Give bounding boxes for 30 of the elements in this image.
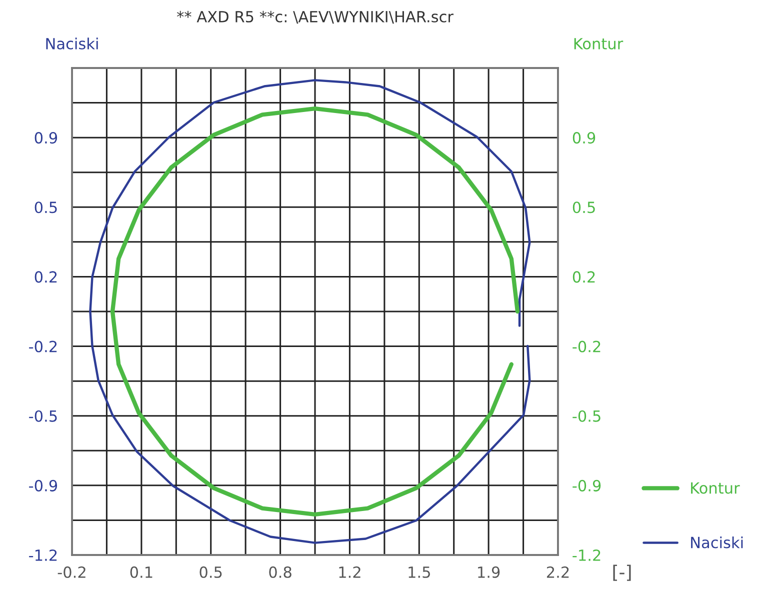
y2-tick-label: -0.5 <box>572 410 600 422</box>
chart-title: ** AXD R5 **c: \AEV\WYNIKI\HAR.scr <box>176 10 454 24</box>
y-tick-label: -0.5 <box>29 410 57 422</box>
legend-label: Kontur <box>691 482 740 494</box>
line-series <box>89 79 531 544</box>
x-tick-label: 1.5 <box>408 566 430 578</box>
x-tick-label: 0.8 <box>269 566 292 578</box>
legend-label: Naciski <box>691 536 743 548</box>
y2-tick-label: -0.2 <box>572 340 600 352</box>
x-axis-title: [-] <box>613 564 631 581</box>
y2-tick-label: -0.9 <box>572 480 601 492</box>
y-tick-label: -1.2 <box>29 549 57 561</box>
line-series <box>110 106 520 516</box>
y2-axis-title: Kontur <box>574 38 624 50</box>
y2-tick-label: -1.2 <box>572 549 600 561</box>
y-tick-label: -0.2 <box>29 340 57 352</box>
y2-tick-label: 0.9 <box>572 132 596 144</box>
y-tick-label: 0.5 <box>34 202 57 214</box>
x-tick-label: 1.2 <box>339 566 360 578</box>
x-tick-label: 2.2 <box>546 566 569 578</box>
y-tick-label: 0.9 <box>34 132 58 144</box>
x-tick-label: 1.9 <box>478 566 500 578</box>
y-axis-title: Naciski <box>46 38 98 50</box>
y-tick-label: 0.2 <box>34 271 57 283</box>
y-tick-label: -0.9 <box>29 480 58 492</box>
x-tick-label: 0.1 <box>130 566 152 578</box>
x-tick-label: 0.5 <box>200 566 222 578</box>
y2-tick-label: 0.5 <box>572 202 595 214</box>
x-tick-label: -0.2 <box>58 566 86 578</box>
y2-tick-label: 0.2 <box>572 271 595 283</box>
